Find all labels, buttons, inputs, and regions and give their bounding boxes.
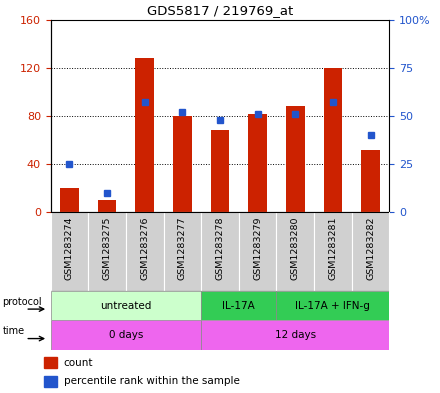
- Bar: [361, 150, 380, 212]
- Text: GSM1283279: GSM1283279: [253, 216, 262, 280]
- Bar: [51, 212, 88, 291]
- Bar: [44, 357, 57, 368]
- Text: GSM1283282: GSM1283282: [366, 216, 375, 280]
- Text: 12 days: 12 days: [275, 330, 316, 340]
- Bar: [239, 212, 276, 291]
- Text: 0 days: 0 days: [109, 330, 143, 340]
- Bar: [164, 212, 201, 291]
- Text: IL-17A + IFN-g: IL-17A + IFN-g: [296, 301, 370, 310]
- Text: GSM1283275: GSM1283275: [103, 216, 112, 280]
- Bar: [201, 212, 239, 291]
- Text: percentile rank within the sample: percentile rank within the sample: [64, 376, 240, 386]
- Bar: [51, 291, 201, 320]
- Bar: [60, 188, 79, 212]
- Text: GSM1283277: GSM1283277: [178, 216, 187, 280]
- Bar: [126, 212, 164, 291]
- Bar: [51, 320, 201, 350]
- Bar: [248, 114, 267, 212]
- Bar: [211, 130, 229, 212]
- Text: IL-17A: IL-17A: [223, 301, 255, 310]
- Bar: [314, 212, 352, 291]
- Text: protocol: protocol: [3, 297, 42, 307]
- Bar: [201, 291, 276, 320]
- Bar: [323, 68, 342, 212]
- Text: GSM1283278: GSM1283278: [216, 216, 224, 280]
- Bar: [88, 212, 126, 291]
- Bar: [276, 212, 314, 291]
- Bar: [201, 320, 389, 350]
- Text: GSM1283280: GSM1283280: [291, 216, 300, 280]
- Text: untreated: untreated: [100, 301, 151, 310]
- Bar: [352, 212, 389, 291]
- Bar: [98, 200, 117, 212]
- Bar: [286, 106, 305, 212]
- Title: GDS5817 / 219769_at: GDS5817 / 219769_at: [147, 4, 293, 17]
- Bar: [173, 116, 192, 212]
- Text: GSM1283276: GSM1283276: [140, 216, 149, 280]
- Bar: [276, 291, 389, 320]
- Text: GSM1283281: GSM1283281: [328, 216, 337, 280]
- Text: count: count: [64, 358, 93, 368]
- Text: GSM1283274: GSM1283274: [65, 216, 74, 280]
- Text: time: time: [3, 327, 25, 336]
- Bar: [44, 376, 57, 387]
- Bar: [136, 58, 154, 212]
